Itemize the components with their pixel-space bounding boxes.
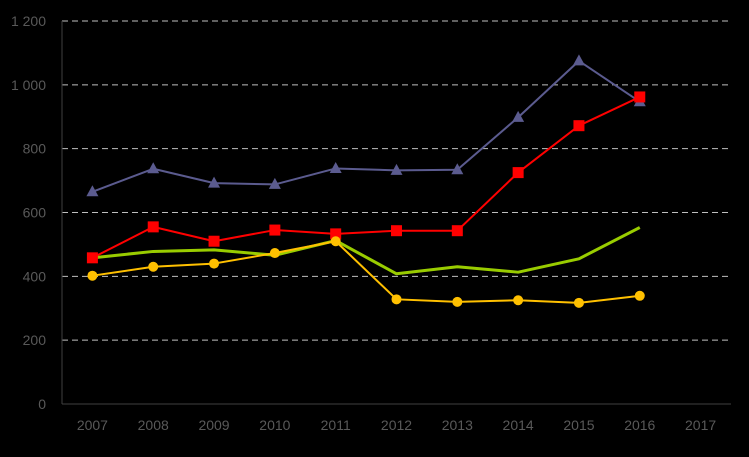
x-tick-label: 2017 xyxy=(685,417,716,433)
data-point-s1-2012 xyxy=(390,163,403,175)
x-tick-label: 2011 xyxy=(321,417,351,433)
data-point-s2-2007 xyxy=(86,252,98,264)
data-point-s4-2012 xyxy=(391,294,402,305)
data-point-s4-2014 xyxy=(513,295,524,306)
data-point-s1-2009 xyxy=(208,176,221,188)
data-point-s4-2009 xyxy=(209,258,220,269)
data-point-s4-2007 xyxy=(87,270,98,281)
series-group xyxy=(91,59,641,304)
data-point-s4-2016 xyxy=(634,290,645,301)
data-point-s2-2009 xyxy=(208,235,220,247)
y-tick-label: 0 xyxy=(38,396,46,412)
axes xyxy=(61,21,731,405)
tick-labels: 0 200 400 600 800 1 000 1 200 2007 2008 2009 2010 2… xyxy=(11,13,716,433)
x-tick-label: 2012 xyxy=(381,417,412,433)
y-tick-label: 1 000 xyxy=(11,77,46,93)
data-point-s4-2015 xyxy=(573,297,584,308)
series-line-1 xyxy=(92,59,641,193)
data-point-s1-2008 xyxy=(147,162,160,174)
data-point-s2-2010 xyxy=(269,224,281,236)
data-point-s1-2007 xyxy=(86,185,99,197)
data-point-s2-2014 xyxy=(512,167,524,179)
y-tick-label: 200 xyxy=(23,332,47,348)
x-tick-label: 2016 xyxy=(624,417,655,433)
x-tick-label: 2014 xyxy=(503,417,534,433)
x-tick-label: 2010 xyxy=(259,417,290,433)
gridlines xyxy=(62,20,731,341)
data-point-s4-2008 xyxy=(148,261,159,272)
data-point-s2-2011 xyxy=(330,228,342,240)
data-point-s1-2011 xyxy=(329,161,342,173)
data-point-s1-2010 xyxy=(268,177,281,189)
data-point-s4-2013 xyxy=(452,296,463,307)
y-tick-label: 400 xyxy=(23,268,47,284)
data-point-s2-2013 xyxy=(451,225,463,237)
series-line-3 xyxy=(92,226,641,276)
y-tick-label: 600 xyxy=(23,205,47,221)
series-line-4 xyxy=(92,240,640,304)
y-tick-label: 800 xyxy=(23,141,47,157)
x-tick-label: 2008 xyxy=(138,417,169,433)
series-line-2 xyxy=(91,96,641,259)
y-tick-label: 1 200 xyxy=(11,13,46,29)
data-point-s2-2016 xyxy=(634,91,646,103)
markers-group xyxy=(86,54,646,308)
data-point-s2-2012 xyxy=(391,225,402,237)
data-point-s2-2008 xyxy=(147,221,159,233)
data-point-s2-2015 xyxy=(573,120,585,132)
x-tick-label: 2009 xyxy=(198,417,229,433)
data-point-s4-2010 xyxy=(269,248,280,259)
data-point-s1-2015 xyxy=(572,54,585,66)
data-point-s1-2013 xyxy=(451,163,464,175)
data-point-s1-2014 xyxy=(512,110,525,122)
x-tick-label: 2007 xyxy=(77,417,108,433)
x-tick-label: 2015 xyxy=(563,417,594,433)
data-point-s4-2011 xyxy=(330,236,341,247)
x-tick-label: 2013 xyxy=(442,417,473,433)
